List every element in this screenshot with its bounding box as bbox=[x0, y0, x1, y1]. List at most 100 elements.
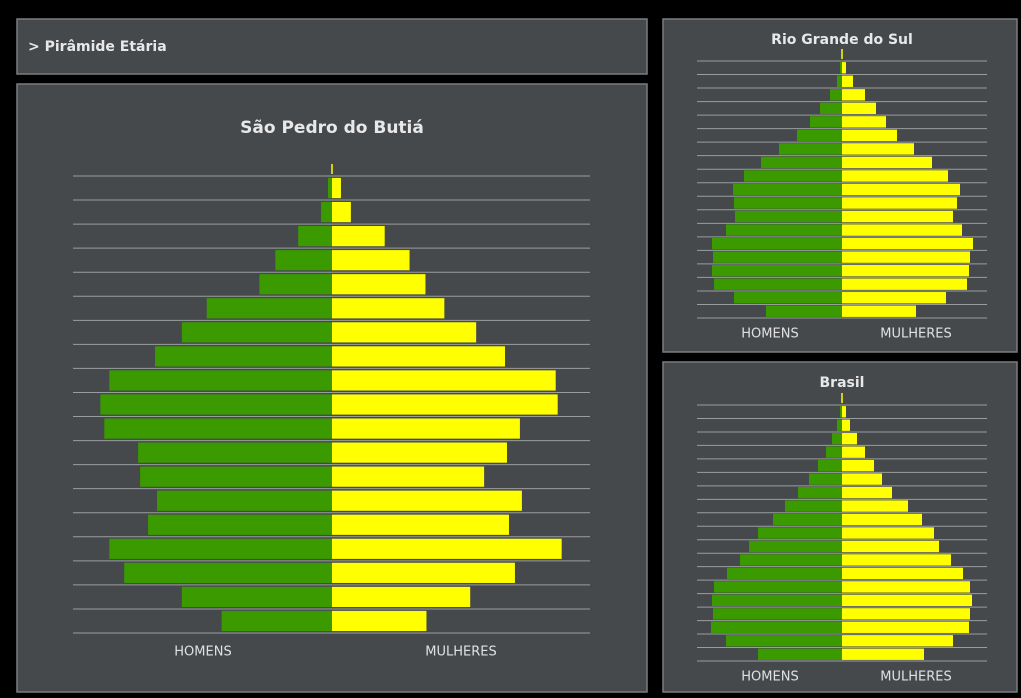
chart-title: Brasil bbox=[820, 375, 865, 391]
bar bbox=[181, 586, 332, 608]
bar bbox=[727, 567, 842, 580]
chart-title: São Pedro do Butiá bbox=[240, 118, 424, 138]
bar bbox=[206, 298, 332, 319]
bar bbox=[842, 156, 932, 169]
header-title: > Pirâmide Etária bbox=[28, 39, 167, 55]
bar bbox=[842, 513, 922, 526]
side-label: HOMENS bbox=[741, 327, 798, 342]
bar bbox=[332, 201, 351, 223]
bar bbox=[809, 473, 842, 485]
bar bbox=[818, 459, 842, 472]
bar bbox=[842, 143, 914, 155]
bar bbox=[842, 621, 969, 633]
bar bbox=[712, 237, 842, 250]
bar bbox=[785, 500, 842, 512]
bar bbox=[332, 466, 485, 487]
bar bbox=[275, 250, 332, 271]
bar bbox=[779, 143, 842, 155]
bar bbox=[155, 346, 332, 367]
bar bbox=[842, 210, 953, 223]
bar bbox=[744, 170, 842, 182]
bar bbox=[713, 608, 842, 620]
bar bbox=[842, 446, 865, 458]
bar bbox=[842, 224, 962, 236]
bar bbox=[714, 278, 842, 290]
bar bbox=[832, 433, 842, 445]
bar bbox=[735, 210, 842, 223]
bar bbox=[332, 370, 556, 391]
bar bbox=[221, 610, 332, 632]
bar bbox=[328, 177, 332, 199]
bar bbox=[842, 183, 960, 196]
bar bbox=[842, 197, 957, 209]
bar bbox=[332, 177, 341, 199]
bar bbox=[124, 562, 332, 583]
bar bbox=[734, 292, 842, 304]
bar bbox=[758, 648, 842, 660]
bar bbox=[840, 406, 842, 418]
bar bbox=[842, 62, 846, 74]
bar bbox=[104, 418, 332, 439]
bar bbox=[140, 466, 332, 487]
side-label: MULHERES bbox=[880, 670, 951, 685]
bar bbox=[332, 442, 507, 463]
bar bbox=[842, 554, 951, 566]
bar bbox=[332, 562, 515, 583]
bar bbox=[157, 490, 332, 511]
bar bbox=[713, 251, 842, 263]
bar bbox=[726, 224, 842, 236]
bar bbox=[332, 274, 426, 295]
bar bbox=[734, 197, 842, 209]
bar bbox=[332, 538, 562, 559]
bar bbox=[842, 594, 972, 607]
bar bbox=[842, 459, 874, 472]
bar bbox=[842, 305, 916, 317]
bar bbox=[842, 264, 969, 277]
bar bbox=[842, 608, 970, 620]
bar bbox=[810, 116, 842, 128]
chart-title: Rio Grande do Sul bbox=[771, 32, 913, 48]
side-label: MULHERES bbox=[425, 645, 496, 660]
bar bbox=[761, 156, 842, 169]
bar bbox=[740, 554, 842, 566]
bar bbox=[837, 75, 842, 87]
bar bbox=[842, 567, 963, 580]
bar bbox=[842, 237, 973, 250]
bar bbox=[842, 75, 853, 87]
bar bbox=[842, 251, 970, 263]
bar bbox=[321, 201, 332, 223]
bar bbox=[842, 648, 924, 660]
bar bbox=[758, 527, 842, 539]
bar bbox=[842, 278, 967, 290]
bar bbox=[726, 635, 842, 647]
bar bbox=[797, 129, 842, 142]
bar bbox=[842, 635, 953, 647]
bar bbox=[842, 540, 939, 553]
bar bbox=[332, 346, 505, 367]
bar bbox=[842, 102, 876, 115]
bar bbox=[749, 540, 842, 553]
bar bbox=[842, 527, 934, 539]
bar bbox=[332, 394, 558, 415]
bar bbox=[837, 419, 842, 431]
bar bbox=[332, 226, 385, 247]
bar bbox=[842, 292, 946, 304]
bar bbox=[840, 62, 842, 74]
bar bbox=[332, 418, 520, 439]
bar bbox=[181, 322, 332, 343]
bar bbox=[842, 581, 970, 593]
bar bbox=[798, 486, 842, 499]
bar bbox=[820, 102, 842, 115]
side-label: HOMENS bbox=[741, 670, 798, 685]
bar bbox=[332, 490, 522, 511]
bar bbox=[773, 513, 842, 526]
bar bbox=[332, 250, 410, 271]
bar bbox=[842, 170, 948, 182]
side-label: HOMENS bbox=[174, 645, 231, 660]
bar bbox=[842, 419, 850, 431]
bar bbox=[842, 500, 908, 512]
bar bbox=[109, 538, 333, 559]
bar bbox=[842, 116, 886, 128]
bar bbox=[712, 264, 842, 277]
